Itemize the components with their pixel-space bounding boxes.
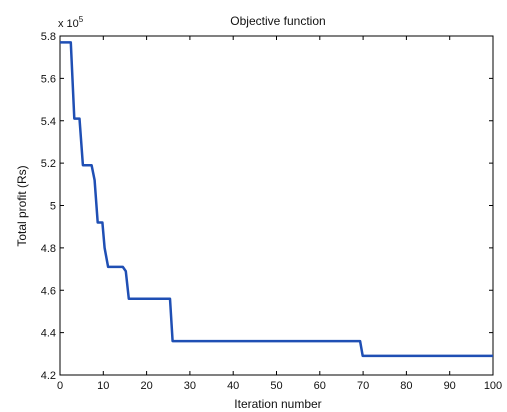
chart-title: Objective function: [230, 14, 325, 28]
x-tick-label: 50: [270, 380, 282, 392]
y-tick-label: 4.8: [41, 243, 56, 255]
y-multiplier-base: x 10: [58, 18, 79, 30]
x-tick-label: 60: [314, 380, 326, 392]
x-tick-label: 30: [184, 380, 196, 392]
axes-frame: [59, 35, 494, 376]
x-tick-label: 40: [227, 380, 239, 392]
y-tick-label: 5.4: [41, 116, 56, 128]
x-tick-label: 90: [444, 380, 456, 392]
x-axis-label: Iteration number: [234, 397, 321, 411]
y-axis-label: Total profit (Rs): [15, 165, 29, 246]
x-tick-label: 100: [484, 380, 502, 392]
x-tick-label: 10: [97, 380, 109, 392]
series-line: [60, 41, 493, 358]
ticks: 0 10 20 30 40 50 60 70 80 90 100 4.2 4.4 4.6 4.8 5 5.2 5.…: [41, 31, 502, 392]
x-tick-label: 80: [400, 380, 412, 392]
y-tick-label: 4.4: [41, 328, 56, 340]
plot-area: [59, 35, 494, 376]
y-tick-label: 4.2: [41, 370, 56, 382]
y-tick-label: 5.6: [41, 73, 56, 85]
x-tick-label: 20: [140, 380, 152, 392]
y-tick-label: 5.2: [41, 158, 56, 170]
x-tick-label: 70: [357, 380, 369, 392]
y-multiplier: x 105: [58, 15, 84, 30]
x-tick-label: 0: [57, 380, 63, 392]
y-tick-label: 4.6: [41, 285, 56, 297]
y-tick-label: 5: [50, 201, 56, 213]
y-tick-label: 5.8: [41, 31, 56, 43]
y-multiplier-exp: 5: [79, 15, 84, 24]
